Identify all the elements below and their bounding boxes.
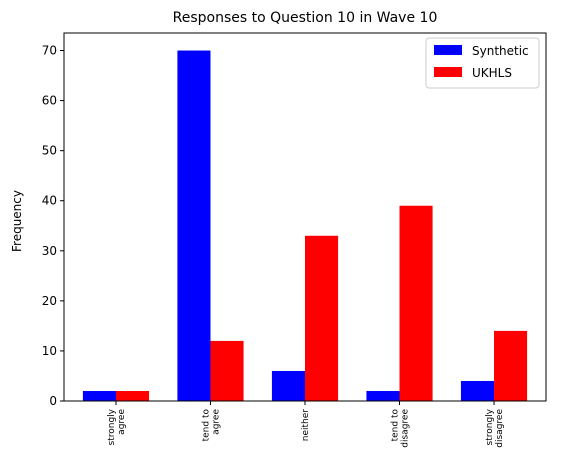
x-tick-label: strongly (107, 408, 117, 445)
y-tick-label: 30 (42, 244, 57, 258)
bar-synthetic-4 (460, 380, 495, 401)
bars-group (82, 50, 528, 402)
y-tick-label: 50 (42, 144, 57, 158)
bar-ukhls-4 (494, 330, 528, 401)
legend-swatch-synthetic (434, 45, 462, 55)
legend-swatch-ukhls (434, 67, 462, 77)
x-tick-label: strongly (485, 408, 495, 445)
plot-frame (63, 32, 547, 402)
legend-label-synthetic: Synthetic (472, 44, 529, 58)
bar-synthetic-1 (177, 50, 211, 402)
x-tick-label: disagree (401, 409, 411, 448)
y-tick-label: 10 (42, 344, 57, 358)
bar-ukhls-2 (305, 235, 339, 401)
y-tick-label: 0 (49, 394, 57, 408)
x-axis: strongly agree tend to agree neither tend to d… (107, 401, 505, 448)
y-axis: 0 10 20 30 40 50 60 70 (42, 44, 64, 408)
bar-synthetic-0 (82, 390, 116, 401)
bar-synthetic-3 (366, 390, 400, 401)
bar-ukhls-3 (399, 205, 433, 401)
y-tick-label: 40 (42, 194, 57, 208)
chart-title: Responses to Question 10 in Wave 10 (173, 10, 438, 26)
bar-ukhls-0 (115, 390, 150, 401)
y-tick-label: 20 (42, 294, 57, 308)
x-tick-label: neither (301, 409, 311, 442)
x-tick-label: disagree (495, 409, 505, 448)
legend-label-ukhls: UKHLS (472, 66, 512, 80)
legend: Synthetic UKHLS (425, 37, 540, 89)
y-axis-label: Frequency (10, 190, 24, 252)
x-tick-label: tend to (201, 409, 211, 442)
x-tick-label: agree (117, 409, 127, 435)
bar-synthetic-2 (271, 370, 305, 401)
x-tick-label: agree (211, 409, 221, 435)
x-tick-label: tend to (391, 409, 401, 442)
bar-ukhls-1 (210, 340, 244, 401)
y-tick-label: 60 (42, 94, 57, 108)
y-tick-label: 70 (42, 44, 57, 58)
